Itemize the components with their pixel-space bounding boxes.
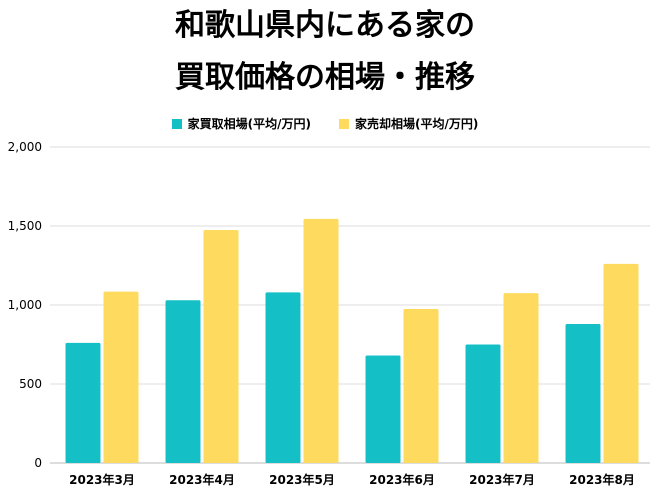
y-tick-label: 1,500 xyxy=(8,219,42,233)
x-tick-label: 2023年5月 xyxy=(269,472,335,487)
bar-sell-price xyxy=(103,291,139,463)
bar-buy-price xyxy=(565,323,601,463)
x-tick-label: 2023年4月 xyxy=(169,472,235,487)
legend-label-buy: 家買取相場(平均/万円) xyxy=(187,117,311,131)
x-tick-label: 2023年6月 xyxy=(369,472,435,487)
bar-sell-price xyxy=(603,263,639,463)
y-tick-label: 2,000 xyxy=(8,140,42,154)
chart-legend: 家買取相場(平均/万円) 家売却相場(平均/万円) xyxy=(0,116,650,132)
bar-buy-price xyxy=(165,300,201,463)
legend-item-sell: 家売却相場(平均/万円) xyxy=(339,116,478,132)
chart-title-line-1: 和歌山県内にある家の xyxy=(175,8,475,43)
bar-sell-price xyxy=(503,293,539,463)
bar-buy-price xyxy=(65,342,101,463)
chart-title-line-2: 買取価格の相場・推移 xyxy=(175,60,475,95)
legend-swatch-sell xyxy=(339,119,349,129)
y-tick-label: 1,000 xyxy=(8,298,42,312)
bar-buy-price xyxy=(365,355,401,463)
x-tick-label: 2023年3月 xyxy=(69,472,135,487)
x-tick-label: 2023年8月 xyxy=(569,472,635,487)
legend-item-buy: 家買取相場(平均/万円) xyxy=(171,116,311,132)
bar-buy-price xyxy=(265,292,301,463)
y-tick-label: 0 xyxy=(34,456,42,470)
y-tick-label: 500 xyxy=(19,377,42,391)
legend-swatch-buy xyxy=(171,119,182,129)
legend-label-sell: 家売却相場(平均/万円) xyxy=(355,117,479,131)
bar-buy-price xyxy=(465,344,501,463)
bar-sell-price xyxy=(303,218,339,463)
bar-sell-price xyxy=(403,308,439,463)
x-tick-label: 2023年7月 xyxy=(469,472,535,487)
bar-sell-price xyxy=(203,229,239,463)
